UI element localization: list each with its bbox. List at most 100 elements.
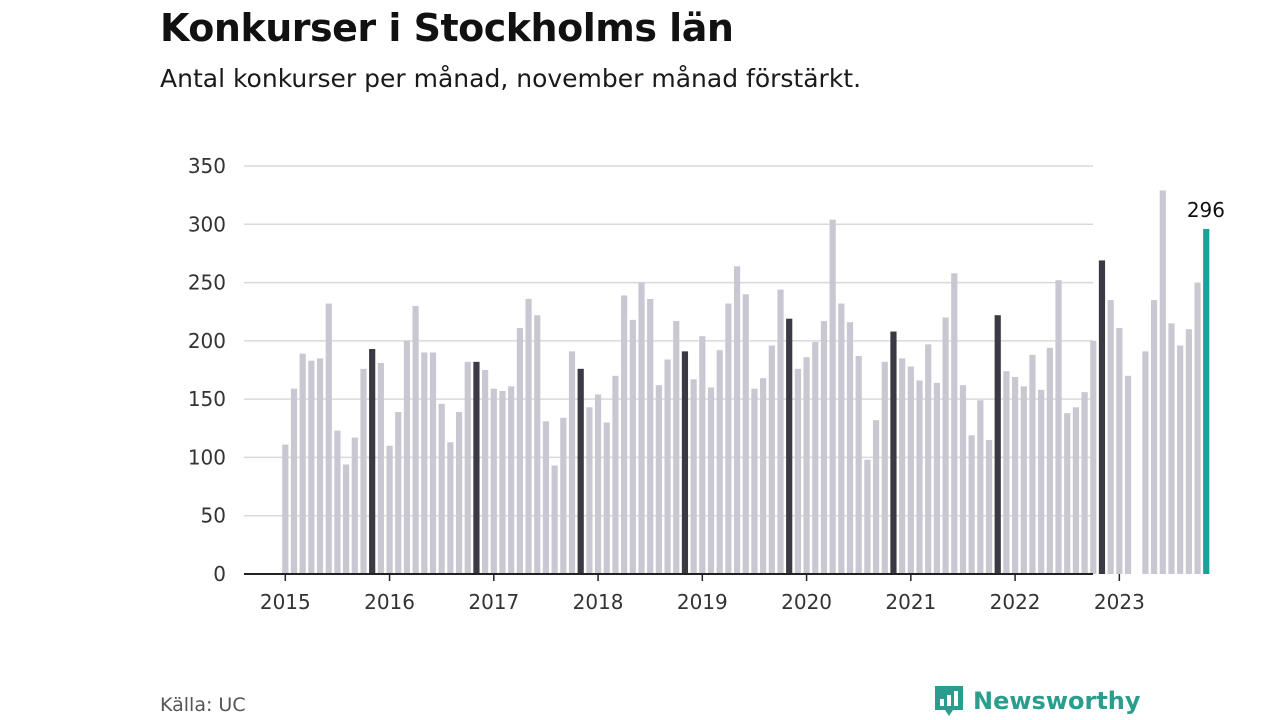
bar [534,315,541,574]
bar [386,445,393,574]
bar [377,363,384,574]
bar [1151,300,1158,574]
bar [421,352,428,574]
bar [447,442,454,574]
bar-november [681,351,689,574]
bar [707,387,715,574]
bar [316,358,324,574]
bar [925,344,932,574]
bar [855,356,862,574]
bar [846,322,854,574]
x-tick-label: 2017 [468,590,519,614]
bar [403,340,411,574]
bar [716,350,723,574]
bar [1003,371,1010,574]
bar [1159,190,1166,575]
bar [308,360,315,574]
bar [1194,282,1201,574]
data-label-latest: 296 [1187,198,1225,222]
bar [872,420,880,574]
x-tick-label: 2016 [364,590,415,614]
bar [1168,323,1175,574]
bar [551,465,558,574]
y-tick-label: 350 [188,154,226,178]
x-tick-label: 2015 [260,590,311,614]
bar [838,303,845,574]
bar [429,352,437,574]
x-tick-label: 2018 [573,590,624,614]
y-tick-label: 200 [188,329,226,353]
bar [629,319,636,574]
bar [334,430,341,574]
bar [647,298,654,574]
bar [933,382,940,574]
bar [768,345,775,574]
bar [1064,413,1071,574]
bar [664,359,671,574]
x-tick-label: 2021 [885,590,936,614]
bar [325,303,332,574]
bar [977,400,984,574]
bar-november [890,331,897,574]
bar [1072,407,1080,574]
bar [1011,376,1019,574]
bar [508,386,515,574]
bar [560,417,567,574]
bar-latest [1203,228,1210,574]
bar [1055,280,1062,574]
bar [1020,386,1027,574]
bar [673,321,680,574]
bar [542,421,550,574]
bar [1124,375,1132,574]
bar [829,219,836,574]
bar [351,437,358,574]
bar [603,422,610,574]
bar-november [369,349,376,574]
bar [803,357,810,574]
bar [751,388,758,574]
labels: 0 50 100 150 200 250 300 350 2015 2016 2017 2018 201… [188,154,1225,614]
bar [360,368,367,574]
y-tick-label: 300 [188,212,226,236]
y-tick-label: 150 [188,387,226,411]
newsworthy-icon [935,686,963,716]
bar [760,378,767,574]
bar [594,394,602,574]
bar [820,321,828,574]
bar [1116,328,1123,574]
bar [490,388,497,574]
bar [455,411,463,574]
x-tick-label: 2023 [1094,590,1145,614]
bar [612,375,619,574]
bar [881,361,888,574]
bar [638,282,645,574]
bar [1081,392,1088,574]
bar [951,273,958,574]
bar [1090,340,1097,574]
x-tick-label: 2019 [677,590,728,614]
bar [395,411,402,574]
chart-subtitle: Antal konkurser per månad, november måna… [160,64,862,93]
bar [907,366,914,574]
bar-november [1098,260,1106,574]
bar [985,439,993,574]
bar-november [786,318,793,574]
bar [899,358,906,574]
bar [343,464,350,574]
bar-november [994,315,1001,574]
bar [725,303,732,574]
bar [290,388,298,574]
bar [1185,329,1192,574]
bar [1038,389,1045,574]
bar [412,305,419,574]
bar [959,385,967,574]
y-tick-label: 250 [188,271,226,295]
brand-logo: Newsworthy [933,684,1141,718]
bar [733,266,741,574]
bar [1177,345,1184,574]
bar [1107,300,1114,574]
bar [777,289,784,574]
bar [1142,351,1149,574]
axes [244,573,1121,581]
bar [690,379,697,574]
